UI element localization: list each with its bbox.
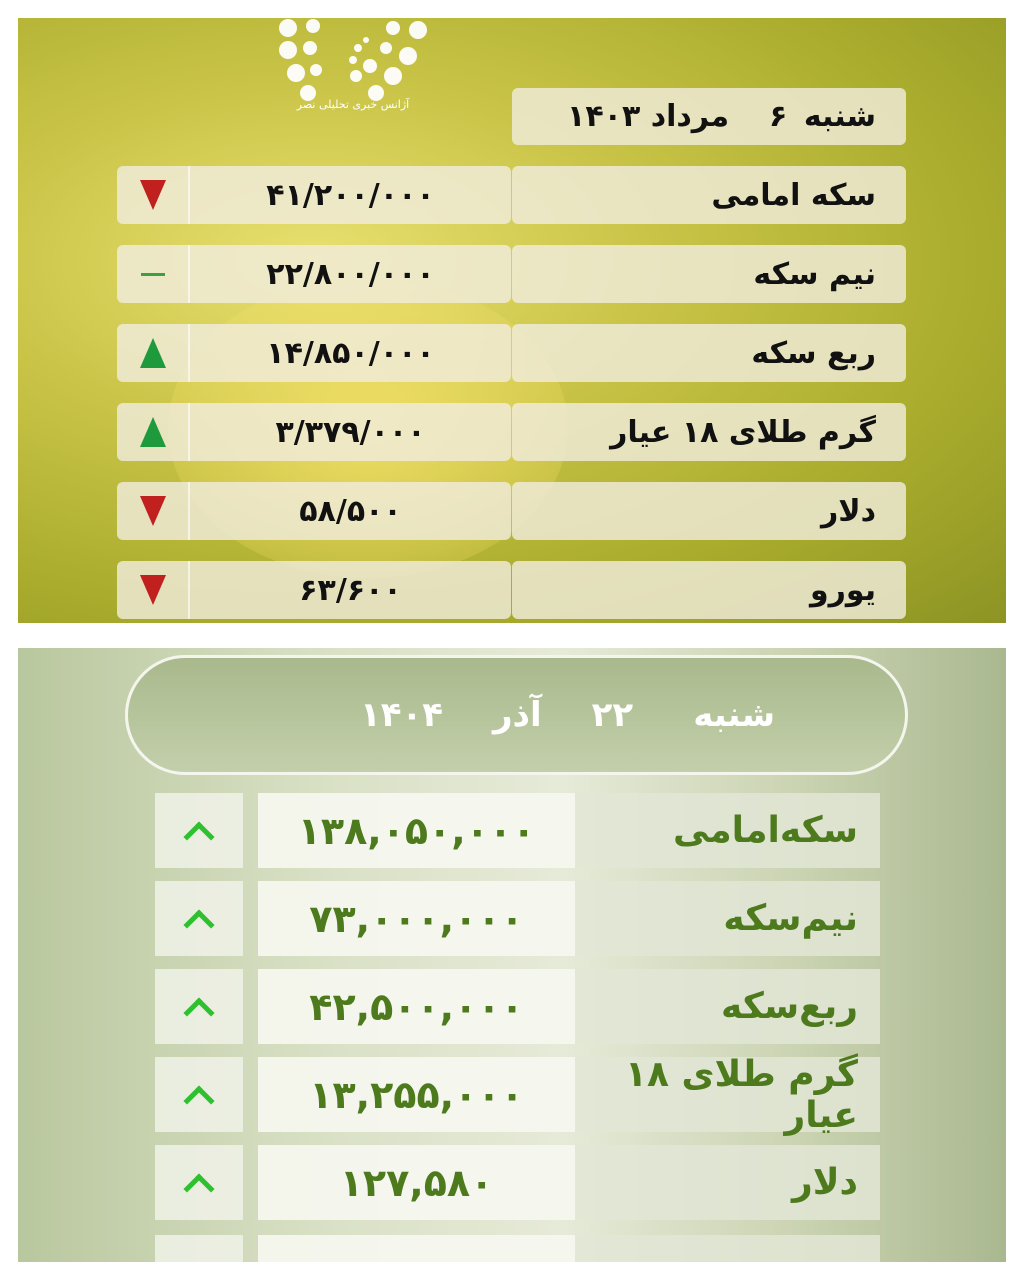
price-value: ۷۳,۰۰۰,۰۰۰ [258,881,575,956]
item-label-box: دلار [512,482,906,540]
item-label: یورو [810,572,876,608]
logo-text: آژانس خبری تحلیلی نصر [296,98,410,111]
table-row: ۱۳,۲۵۵,۰۰۰ گرم طلای ۱۸ عیار [155,1054,880,1136]
weekday: شنبه [693,695,775,735]
price-value: ۱۲۷,۵۸۰ [258,1145,575,1220]
trend-up-icon [117,324,190,382]
trend-cell [155,969,243,1044]
table-row: ۱۳۸,۰۵۰,۰۰۰ سکه‌امامی [155,793,880,868]
table-row: ۴۲,۵۰۰,۰۰۰ ربع‌سکه [155,969,880,1044]
price-value-box: ۶۳/۶۰۰ [117,561,511,619]
price-value: ۱۴/۸۵۰/۰۰۰ [266,335,435,371]
item-label: گرم طلای ۱۸ عیار [610,414,876,450]
item-label-box: ربع سکه [512,324,906,382]
price-value: ۲۲/۸۰۰/۰۰۰ [266,256,435,292]
chevron-up-icon [183,1084,215,1117]
trend-flat-icon [117,245,190,303]
chevron-up-icon [183,820,215,853]
day: ۲۲ [591,695,634,735]
partial-icon-cell [155,1235,243,1262]
table-row: ۱۲۷,۵۸۰ دلار [155,1145,880,1220]
item-label: سکه‌امامی [575,793,880,868]
item-label: سکه امامی [711,177,876,213]
price-value: ۶۳/۶۰۰ [299,572,402,608]
trend-up-icon [117,403,190,461]
price-value: ۱۳,۲۵۵,۰۰۰ [258,1057,575,1132]
price-value-box: ۴۱/۲۰۰/۰۰۰ [117,166,511,224]
price-value: ۴۲,۵۰۰,۰۰۰ [258,969,575,1044]
price-value-box: ۵۸/۵۰۰ [117,482,511,540]
year: ۱۴۰۴ [359,695,443,735]
item-label: نیم‌سکه [575,881,880,956]
month: آذر [492,695,542,735]
partial-label-cell [575,1235,880,1262]
trend-cell [155,793,243,868]
partial-value-cell [258,1235,575,1262]
price-value: ۳/۳۷۹/۰۰۰ [275,414,426,450]
trend-down-icon [117,561,190,619]
year: ۱۴۰۳ [567,99,641,134]
agency-logo [279,19,427,101]
bottom-price-board: شنبه ۲۲ آذر ۱۴۰۴ ۱۳۸,۰۵۰,۰۰۰ سکه‌امامی ۷… [18,648,1006,1262]
day: ۶ [769,99,788,134]
item-label: دلار [820,493,876,529]
item-label: ربع سکه [751,335,876,371]
top-price-board: آژانس خبری تحلیلی نصر شنبه ۶ مرداد ۱۴۰۳ … [18,18,1006,623]
price-value: ۱۳۸,۰۵۰,۰۰۰ [258,793,575,868]
month: مرداد [650,99,730,134]
item-label-box: نیم سکه [512,245,906,303]
price-value: ۴۱/۲۰۰/۰۰۰ [266,177,435,213]
partial-row [155,1235,880,1262]
item-label: گرم طلای ۱۸ عیار [575,1054,880,1136]
item-label-box: سکه امامی [512,166,906,224]
table-row: ۷۳,۰۰۰,۰۰۰ نیم‌سکه [155,881,880,956]
trend-down-icon [117,166,190,224]
chevron-up-icon [183,996,215,1029]
price-value-box: ۱۴/۸۵۰/۰۰۰ [117,324,511,382]
weekday: شنبه [803,99,876,134]
item-label-box: یورو [512,561,906,619]
price-value-box: ۲۲/۸۰۰/۰۰۰ [117,245,511,303]
date-box: شنبه ۶ مرداد ۱۴۰۳ [512,88,906,145]
trend-cell [155,881,243,956]
item-label: ربع‌سکه [575,969,880,1044]
date-header: شنبه ۲۲ آذر ۱۴۰۴ [125,655,908,775]
trend-cell [155,1057,243,1132]
trend-cell [155,1145,243,1220]
item-label-box: گرم طلای ۱۸ عیار [512,403,906,461]
trend-down-icon [117,482,190,540]
price-value-box: ۳/۳۷۹/۰۰۰ [117,403,511,461]
price-value: ۵۸/۵۰۰ [299,493,402,529]
chevron-up-icon [183,908,215,941]
item-label: دلار [575,1145,880,1220]
item-label: نیم سکه [753,256,876,292]
chevron-up-icon [183,1172,215,1205]
